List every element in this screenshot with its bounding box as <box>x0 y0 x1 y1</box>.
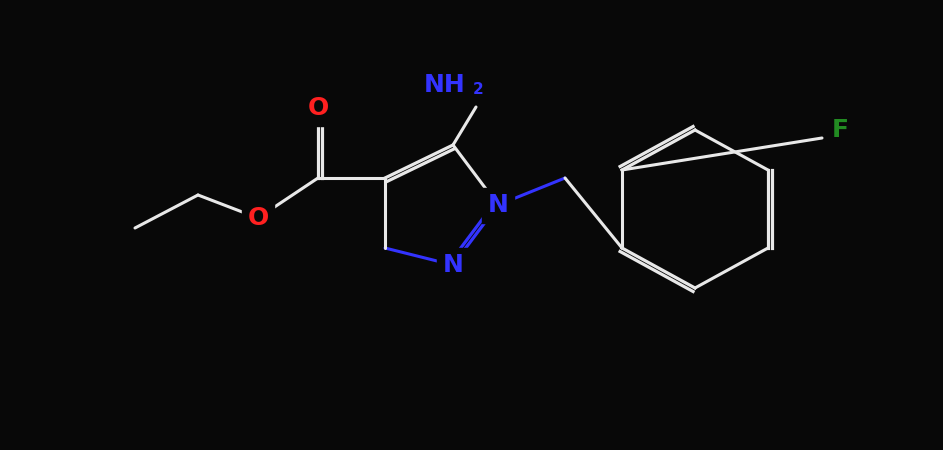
Text: F: F <box>832 118 849 142</box>
Text: N: N <box>488 193 508 217</box>
Text: N: N <box>442 253 463 277</box>
Text: NH: NH <box>424 73 466 97</box>
Text: O: O <box>247 206 269 230</box>
Text: O: O <box>307 96 328 120</box>
Text: 2: 2 <box>472 82 484 98</box>
